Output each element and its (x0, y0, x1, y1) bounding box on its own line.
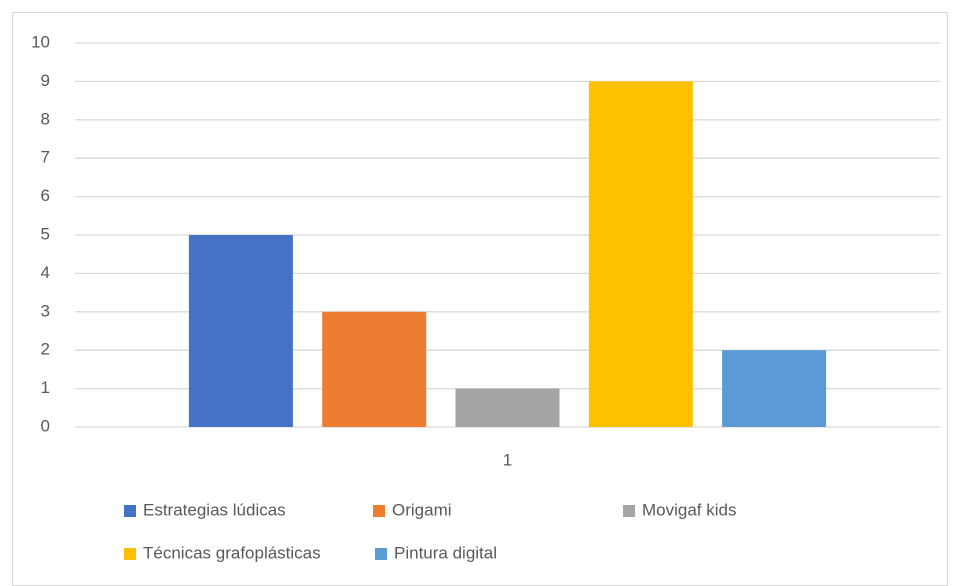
legend-label: Estrategias lúdicas (143, 500, 286, 519)
legend-swatch (375, 548, 387, 560)
legend-label: Origami (392, 500, 452, 519)
legend-label: Movigaf kids (642, 500, 736, 519)
bar (188, 235, 293, 427)
bar (455, 388, 560, 427)
bar (588, 81, 693, 428)
y-tick-label: 2 (41, 340, 50, 359)
bar (722, 350, 827, 427)
legend-swatch (373, 505, 385, 517)
legend-label: Pintura digital (394, 543, 497, 562)
y-tick-label: 7 (41, 148, 50, 167)
legend-swatch (124, 505, 136, 517)
y-tick-label: 10 (31, 32, 50, 51)
y-tick-label: 1 (41, 378, 50, 397)
chart-border (12, 12, 948, 586)
y-tick-label: 5 (41, 224, 50, 243)
y-tick-label: 0 (41, 416, 50, 435)
bar (322, 311, 427, 427)
x-tick-label: 1 (503, 450, 512, 469)
legend-label: Técnicas grafoplásticas (143, 543, 321, 562)
legend-swatch (623, 505, 635, 517)
y-tick-label: 3 (41, 301, 50, 320)
y-tick-label: 4 (41, 263, 50, 282)
y-tick-label: 6 (41, 186, 50, 205)
y-tick-label: 9 (41, 71, 50, 90)
legend-swatch (124, 548, 136, 560)
y-tick-label: 8 (41, 109, 50, 128)
